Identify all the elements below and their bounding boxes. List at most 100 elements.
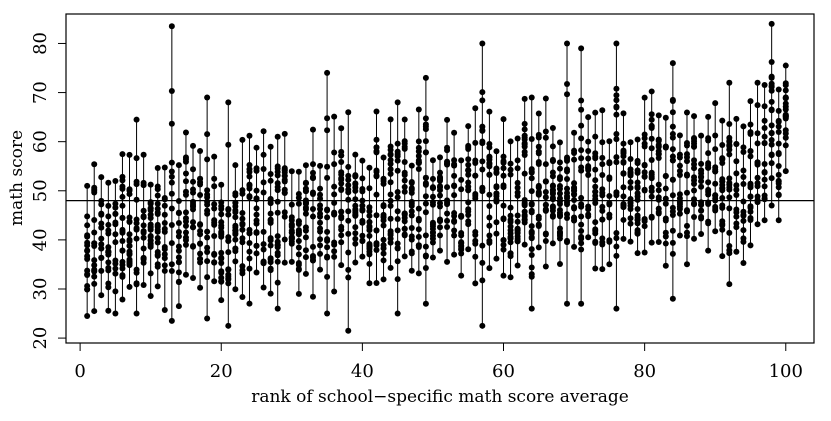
- student-point: [542, 231, 549, 238]
- student-point: [288, 223, 295, 230]
- school-8: [133, 116, 140, 317]
- student-point: [542, 95, 549, 102]
- student-point: [91, 308, 98, 315]
- school-66: [542, 95, 549, 270]
- student-point: [324, 127, 331, 134]
- student-point: [302, 188, 309, 195]
- student-point: [253, 187, 260, 194]
- student-point: [133, 155, 140, 162]
- student-point: [359, 232, 366, 239]
- student-point: [613, 305, 620, 312]
- student-point: [535, 159, 542, 166]
- student-point: [571, 214, 578, 221]
- student-point: [592, 153, 599, 160]
- student-point: [655, 151, 662, 158]
- school-18: [204, 94, 211, 322]
- student-point: [408, 162, 415, 169]
- student-point: [768, 175, 775, 182]
- student-point: [232, 236, 239, 243]
- student-point: [627, 199, 634, 206]
- student-point: [345, 230, 352, 237]
- student-point: [585, 114, 592, 121]
- student-point: [387, 215, 394, 222]
- student-point: [387, 160, 394, 167]
- student-point: [352, 151, 359, 158]
- student-point: [444, 224, 451, 231]
- student-point: [182, 218, 189, 225]
- student-point: [324, 214, 331, 221]
- student-point: [571, 156, 578, 163]
- student-point: [126, 186, 133, 193]
- student-point: [662, 240, 669, 247]
- student-point: [394, 258, 401, 265]
- student-point: [288, 201, 295, 208]
- student-point: [154, 235, 161, 242]
- student-point: [204, 187, 211, 194]
- student-point: [119, 151, 126, 158]
- student-point: [437, 200, 443, 207]
- school-24: [246, 132, 253, 307]
- school-69: [564, 40, 571, 307]
- student-point: [324, 206, 331, 213]
- student-point: [98, 201, 105, 208]
- student-point: [168, 240, 175, 247]
- school-83: [662, 114, 669, 269]
- student-point: [535, 191, 542, 198]
- student-point: [556, 261, 563, 268]
- student-point: [535, 110, 542, 117]
- student-point: [761, 124, 768, 131]
- student-point: [274, 249, 281, 256]
- student-point: [747, 98, 754, 105]
- student-point: [246, 132, 253, 139]
- student-point: [387, 264, 394, 271]
- student-point: [705, 179, 712, 186]
- student-point: [98, 245, 105, 252]
- student-point: [578, 155, 585, 162]
- student-point: [112, 231, 119, 238]
- student-point: [578, 300, 585, 307]
- student-point: [422, 123, 429, 130]
- student-point: [662, 229, 669, 236]
- student-point: [401, 232, 408, 239]
- student-point: [613, 243, 620, 250]
- student-point: [373, 108, 380, 115]
- student-point: [98, 254, 105, 261]
- student-point: [309, 213, 316, 220]
- student-point: [387, 151, 394, 158]
- student-point: [733, 140, 740, 147]
- student-point: [669, 157, 676, 164]
- student-point: [528, 201, 535, 208]
- student-point: [302, 210, 309, 217]
- school-70: [571, 129, 578, 250]
- student-point: [458, 213, 465, 220]
- student-point: [655, 136, 662, 143]
- student-point: [479, 123, 486, 130]
- student-point: [295, 244, 302, 251]
- school-61: [507, 138, 514, 281]
- student-point: [613, 136, 620, 143]
- student-point: [260, 258, 267, 265]
- student-point: [295, 168, 302, 175]
- student-point: [260, 246, 267, 253]
- student-point: [359, 157, 366, 164]
- school-45: [394, 99, 401, 317]
- school-90: [712, 100, 719, 235]
- student-point: [239, 235, 246, 242]
- student-point: [161, 267, 168, 274]
- student-point: [295, 218, 302, 225]
- student-point: [726, 243, 733, 250]
- student-point: [380, 236, 387, 243]
- school-37: [338, 125, 345, 269]
- y-tick-label: 40: [30, 228, 51, 251]
- student-point: [500, 215, 507, 222]
- student-point: [472, 139, 479, 146]
- student-point: [592, 188, 599, 195]
- student-point: [105, 259, 112, 266]
- student-point: [599, 154, 606, 161]
- student-point: [267, 177, 274, 184]
- student-point: [747, 193, 754, 200]
- student-point: [98, 174, 105, 181]
- school-57: [479, 40, 486, 329]
- school-43: [380, 154, 387, 283]
- student-point: [84, 312, 91, 319]
